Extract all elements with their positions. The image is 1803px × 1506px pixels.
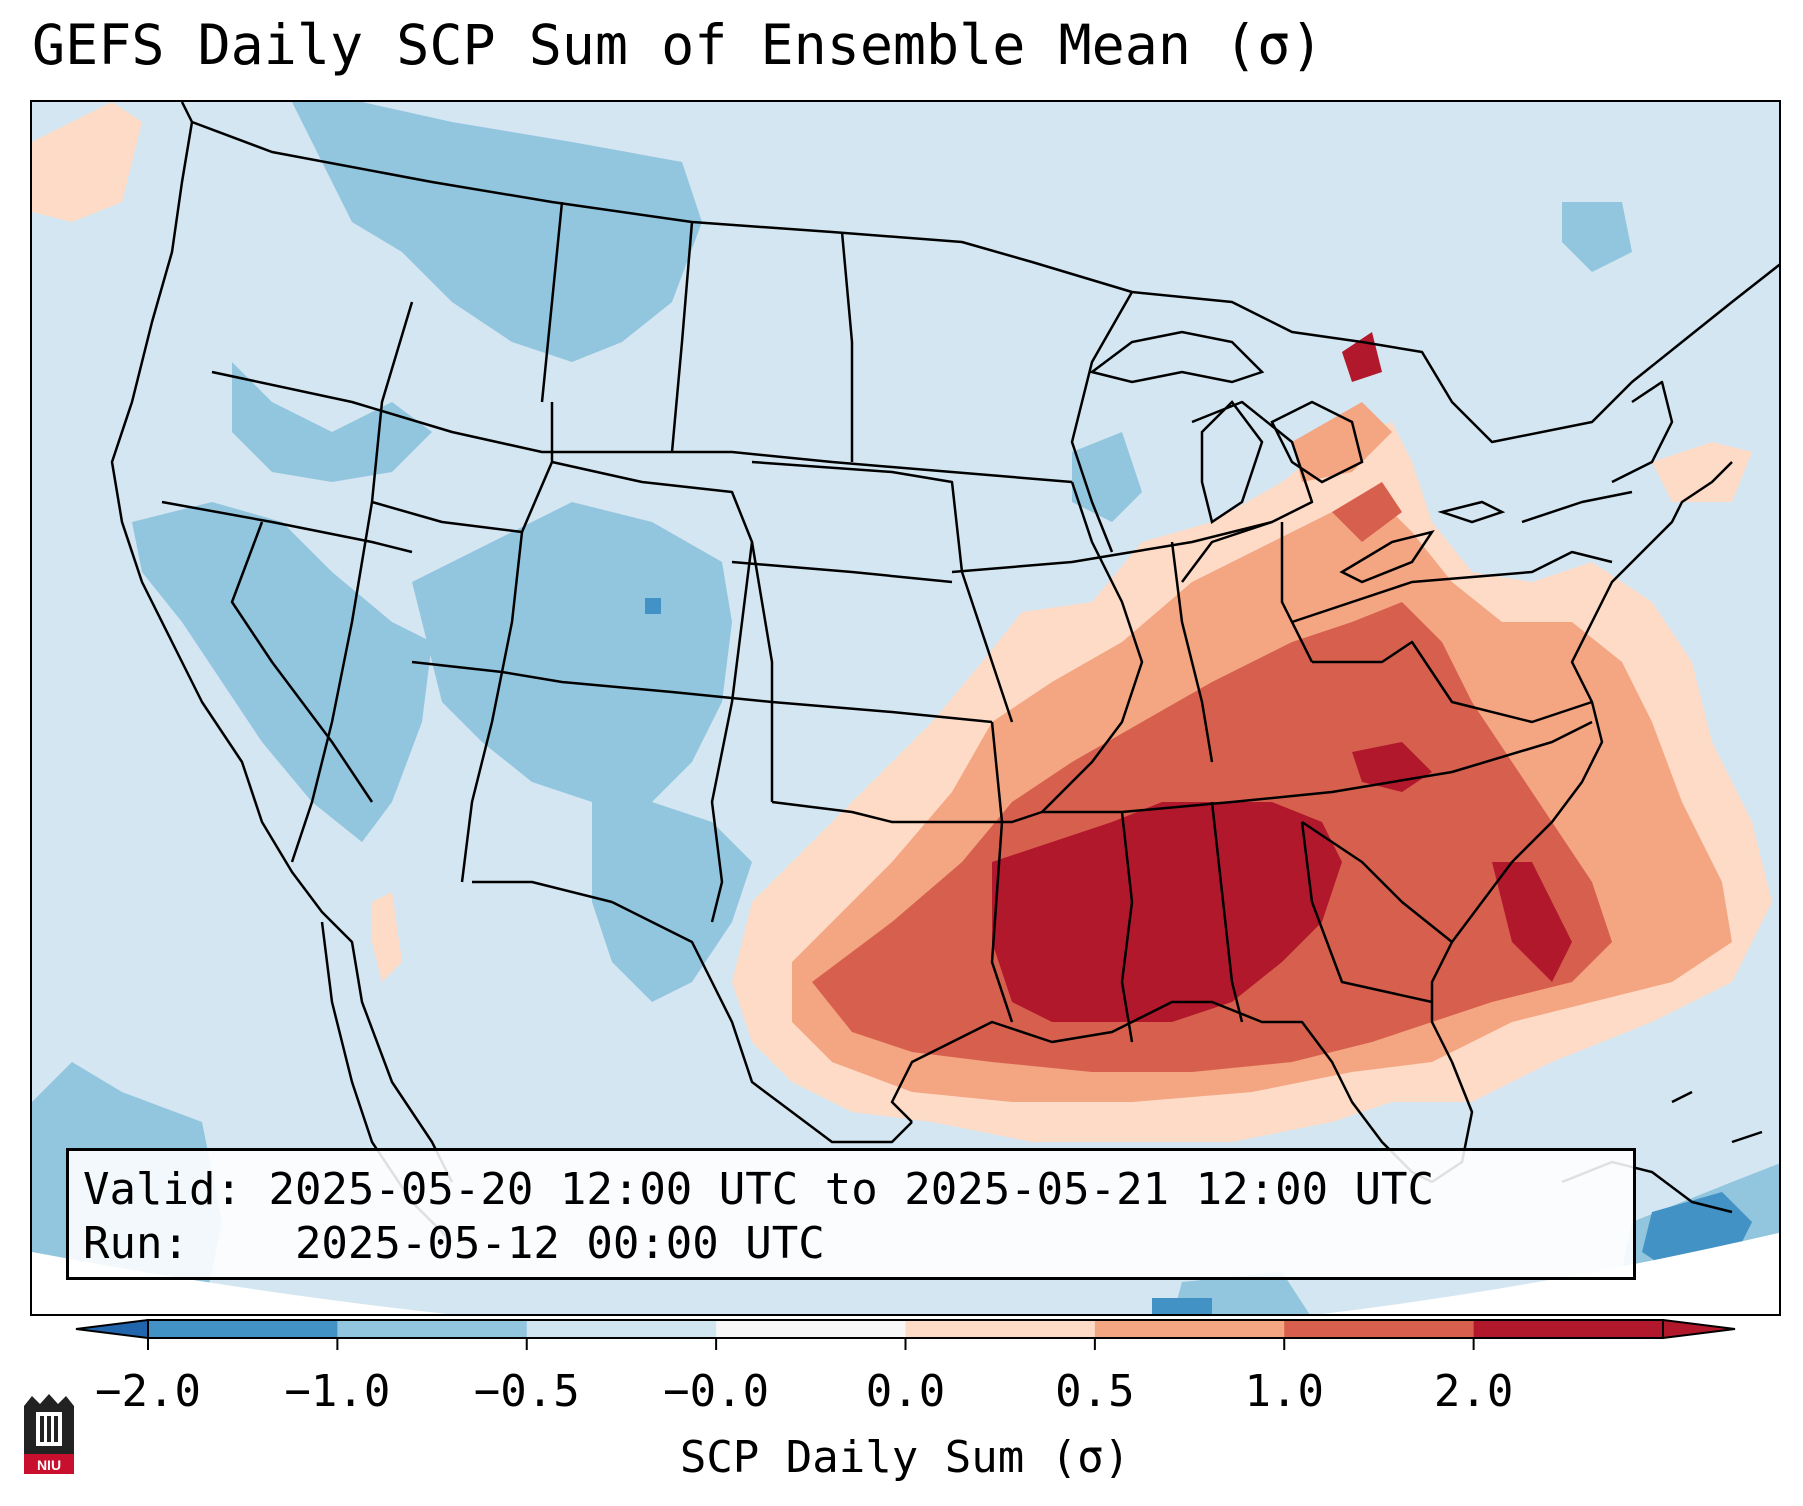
- map-panel: [30, 100, 1781, 1316]
- colorbar-segment: [526, 1320, 717, 1338]
- valid-period: 2025-05-20 12:00 UTC to 2025-05-21 12:00…: [268, 1164, 1435, 1215]
- colorbar-segments: [75, 1318, 1736, 1340]
- colorbar-segment: [716, 1320, 906, 1338]
- colorbar-segment: [337, 1320, 528, 1338]
- colorbar-ticks: [147, 1338, 1475, 1350]
- colorbar-tick-label: −1.0: [284, 1366, 391, 1417]
- colorbar-segment: [148, 1320, 338, 1338]
- colorbar-segment: [1284, 1320, 1475, 1338]
- colorbar-tick-label: −0.5: [473, 1366, 580, 1417]
- colorbar-tick-label: 0.0: [865, 1366, 946, 1417]
- colorbar-label: SCP Daily Sum (σ): [679, 1432, 1131, 1483]
- colorbar: [75, 1318, 1736, 1350]
- colorbar-tick-label: 1.0: [1244, 1366, 1324, 1417]
- colorbar-segment: [905, 1320, 1096, 1338]
- colorbar-tick-label: 0.5: [1055, 1366, 1135, 1417]
- valid-label: Valid:: [83, 1164, 242, 1215]
- colorbar-segment: [1094, 1320, 1285, 1338]
- validity-info-box: Valid: 2025-05-20 12:00 UTC to 2025-05-2…: [66, 1148, 1636, 1280]
- colorbar-extend-low: [75, 1318, 149, 1340]
- niu-logo: NIU: [24, 1394, 74, 1474]
- run-label: Run:: [83, 1218, 189, 1269]
- colorbar-segment: [1473, 1320, 1664, 1338]
- great-lakes: [1089, 330, 1506, 584]
- colorbar-tick-label: 2.0: [1433, 1366, 1514, 1417]
- scp-field-map: [32, 102, 1779, 1314]
- colorbar-extend-high: [1662, 1318, 1736, 1340]
- boundaries: [110, 102, 1779, 1243]
- extreme-positive-regions: [992, 332, 1572, 1022]
- off-globe-area: [32, 1232, 1779, 1314]
- logo-text: NIU: [37, 1457, 61, 1473]
- colorbar-tick-label: −2.0: [95, 1366, 201, 1417]
- run-time: 2025-05-12 00:00 UTC: [294, 1218, 825, 1269]
- map-title: GEFS Daily SCP Sum of Ensemble Mean (σ): [32, 13, 1324, 77]
- colorbar-tick-label: −0.0: [663, 1366, 770, 1417]
